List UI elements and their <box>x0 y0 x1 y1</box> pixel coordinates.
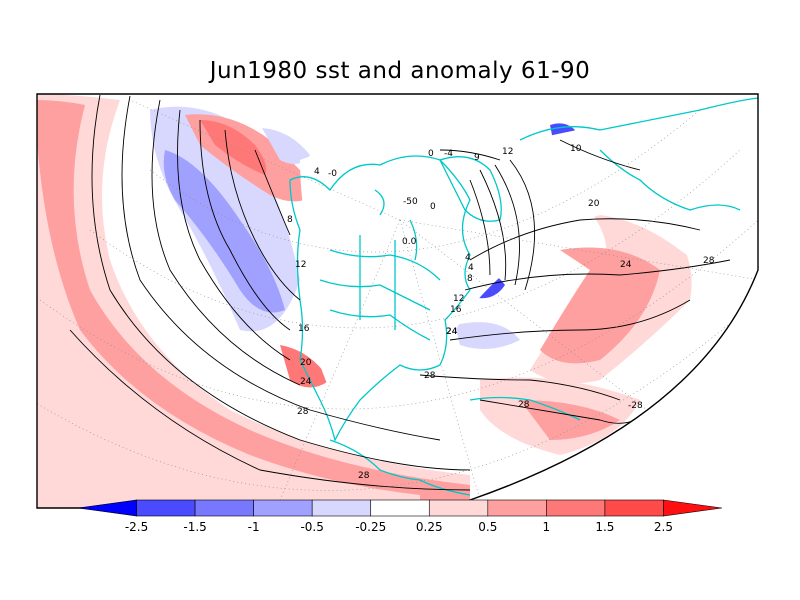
contour-label: 12 <box>295 260 306 270</box>
contour-label: 8 <box>467 274 473 284</box>
colorbar-tick-label: -1 <box>248 520 260 534</box>
contour-label: 10 <box>570 144 582 154</box>
contour-labels: 8 12 16 20 24 28 28 24 28 28 -28 20 24 2… <box>287 144 715 481</box>
contour-label: 24 <box>446 327 458 337</box>
colorbar-swatch <box>604 499 664 517</box>
colorbar-tick-label: -0.5 <box>300 520 323 534</box>
sst-contours <box>69 94 731 491</box>
contour-label: 12 <box>502 147 513 157</box>
contour-label: 12 <box>453 294 464 304</box>
contour-label: 0.0 <box>402 237 417 247</box>
colorbar-tick-label: -2.5 <box>125 520 148 534</box>
colorbar-tick-label: 1.5 <box>595 520 614 534</box>
contour-label: 24 <box>446 327 458 337</box>
contour-label: 28 <box>424 371 436 381</box>
contour-label: 28 <box>297 407 309 417</box>
contour-label: 20 <box>300 358 312 368</box>
anomaly-field <box>37 94 758 508</box>
contour-label: 16 <box>298 324 310 334</box>
coastlines <box>289 97 758 496</box>
colorbar-swatch <box>663 499 723 517</box>
contour-label: 0 <box>430 202 436 212</box>
colorbar-swatch <box>77 499 137 517</box>
contour-label: 9 <box>474 153 480 163</box>
colorbar-tick-label: -1.5 <box>183 520 206 534</box>
contour-label: 4 <box>468 263 474 273</box>
contour-label: 0 <box>428 149 434 159</box>
colorbar-tick-label: 0.5 <box>478 520 497 534</box>
contour-label: 28 <box>518 400 530 410</box>
colorbar-tick-label: 2.5 <box>654 520 673 534</box>
contour-label: 4 <box>465 253 471 263</box>
graticule <box>37 99 758 501</box>
colorbar-swatch <box>428 499 489 517</box>
colorbar-swatch <box>487 499 547 517</box>
contour-label: 28 <box>703 256 715 266</box>
contour-label: -50 <box>403 197 418 207</box>
colorbar-tick-label: -0.25 <box>355 520 386 534</box>
colorbar-tick-label: 1 <box>543 520 551 534</box>
colorbar-tick-label: 0.25 <box>416 520 443 534</box>
colorbar-swatch <box>546 499 606 517</box>
contour-label: 4 <box>314 167 320 177</box>
colorbar-swatch <box>136 499 196 517</box>
contour-label: 28 <box>358 471 370 481</box>
contour-label: 8 <box>287 215 293 225</box>
contour-label: -4 <box>444 149 453 159</box>
contour-label: 16 <box>450 305 462 315</box>
colorbar-swatch <box>311 499 372 517</box>
map-title: Jun1980 sst and anomaly 61-90 <box>209 58 591 84</box>
contour-label: 24 <box>620 260 632 270</box>
map-border <box>36 93 759 509</box>
contour-label: 24 <box>300 377 312 387</box>
colorbar-swatch <box>253 499 313 517</box>
colorbar-swatch <box>370 499 430 517</box>
colorbar-swatch <box>194 499 254 517</box>
contour-label: -0 <box>328 169 337 179</box>
contour-label: 20 <box>588 199 600 209</box>
contour-label: -28 <box>628 401 643 411</box>
